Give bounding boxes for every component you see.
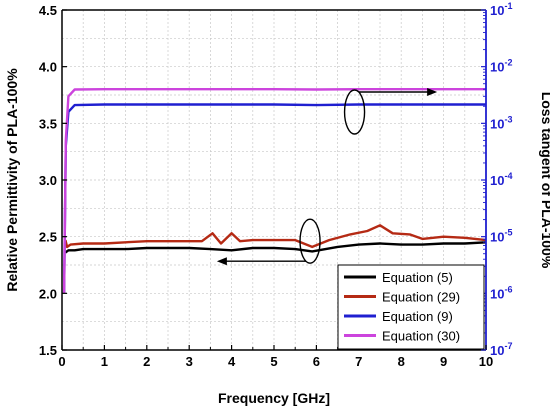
arrowhead-right (427, 88, 438, 96)
y-left-tick-label: 2.5 (39, 230, 57, 245)
y-left-tick-label: 2.0 (39, 286, 57, 301)
legend-label-4: Equation (30) (382, 329, 460, 344)
x-tick-label: 4 (228, 354, 236, 369)
arrowhead-left (216, 257, 227, 266)
series-layer (62, 87, 487, 294)
x-tick-label: 1 (101, 354, 108, 369)
x-tick-label: 5 (270, 354, 277, 369)
x-tick-label: 3 (186, 354, 193, 369)
legend-label-2: Equation (29) (382, 290, 460, 305)
x-tick-label: 2 (143, 354, 150, 369)
legend: Equation (5) Equation (29) Equation (9) Equ… (337, 264, 485, 350)
x-tick-label: 8 (398, 354, 405, 369)
y-left-tick-label: 1.5 (39, 343, 57, 358)
y-left-tick-label: 3.0 (39, 173, 57, 188)
ticks-layer: 0 1 2 3 4 5 6 7 8 9 101.52.02.53.03.54.04.510-710-… (39, 1, 513, 369)
legend-label-3: Equation (9) (382, 309, 453, 324)
x-axis-title: Frequency [GHz] (218, 390, 330, 406)
x-tick-label: 0 (58, 354, 65, 369)
y-left-axis-title: Relative Permittivity of PLA-100% (4, 68, 20, 292)
series-line-2 (64, 224, 487, 249)
series-line-1 (64, 241, 487, 254)
annotation-ellipse-losstangent (343, 89, 366, 135)
y-right-axis-title: Loss tangent of PLA-100% (539, 92, 550, 269)
legend-label-1: Equation (5) (382, 270, 453, 285)
annotation-ellipse-permittivity (299, 218, 321, 264)
series-line-4 (62, 87, 486, 294)
y-left-tick-label: 4.5 (39, 3, 57, 18)
annotations-layer (216, 88, 438, 266)
x-tick-label: 10 (479, 354, 493, 369)
series-line-3 (62, 103, 486, 294)
y-left-tick-label: 4.0 (39, 60, 57, 75)
x-tick-label: 6 (313, 354, 320, 369)
x-tick-label: 7 (355, 354, 362, 369)
x-tick-label: 9 (440, 354, 447, 369)
y-left-tick-label: 3.5 (39, 116, 57, 131)
